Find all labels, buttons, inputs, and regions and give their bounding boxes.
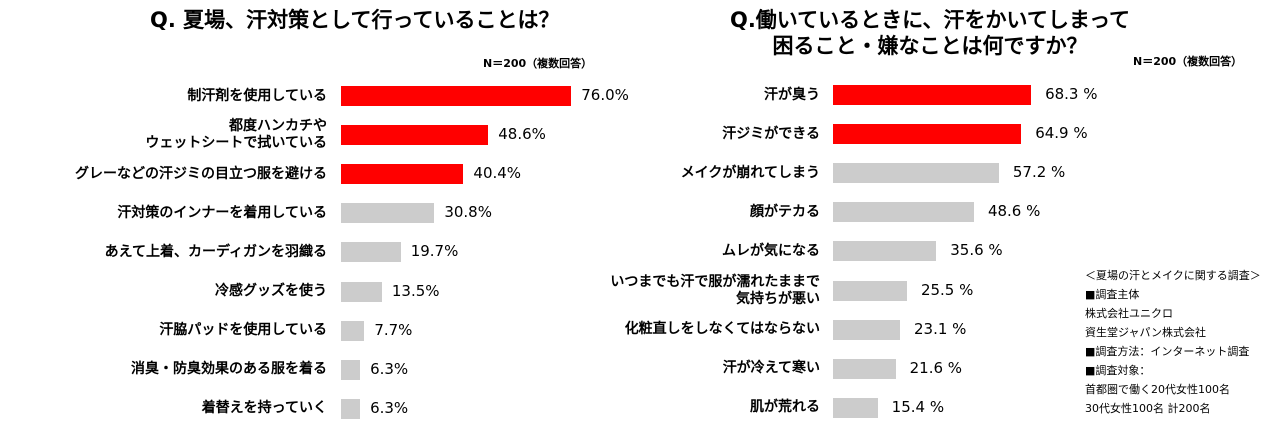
right-category-label: メイクが崩れてしまう <box>681 165 820 182</box>
survey-info-line: 株式会社ユニクロ <box>1085 307 1173 320</box>
left-category-label-line: 着替えを持っていく <box>201 400 327 417</box>
survey-info: ＜夏場の汗とメイクに関する調査＞ ■調査主体株式会社ユニクロ資生堂ジャパン株式会社… <box>1085 266 1261 418</box>
right-bar <box>833 280 907 301</box>
survey-info-line: ■調査対象： <box>1085 364 1151 377</box>
left-sample-note: N＝200（複数回答） <box>483 57 593 70</box>
right-sample-note: N＝200（複数回答） <box>1133 55 1243 68</box>
survey-info-line: ■調査主体 <box>1085 288 1140 301</box>
left-category-label-line: 制汗剤を使用している <box>187 87 327 104</box>
left-value-label: 76.0% <box>581 86 629 104</box>
left-bar <box>341 203 435 224</box>
left-category-label-line: ウェットシートで拭いている <box>145 135 327 152</box>
right-category-label-line: 汗ジミができる <box>722 125 820 142</box>
right-category-label: いつまでも汗で服が濡れたままで 気持ちが悪い <box>610 274 820 308</box>
right-category-label-line: ムレが気になる <box>722 242 820 259</box>
left-value-label: 40.4% <box>473 164 522 183</box>
right-category-label-line: 肌が荒れる <box>750 399 820 416</box>
survey-info-line: 30代女性100名 計200名 <box>1085 402 1211 415</box>
left-category-label: 消臭・防臭効果のある服を着る <box>131 361 327 378</box>
left-value-label: 19.7% <box>410 242 459 261</box>
right-bar <box>833 358 896 379</box>
right-category-label: ムレが気になる <box>722 243 820 260</box>
left-value-label: 48.6% <box>498 125 546 144</box>
right-value-label: 15.4 % <box>891 397 945 416</box>
left-bar <box>341 398 361 419</box>
right-bar <box>833 163 999 184</box>
right-value-label: 21.6 % <box>909 358 963 377</box>
right-bar <box>833 124 1022 145</box>
left-value-label: 6.3% <box>370 398 409 417</box>
right-category-label-line: 汗が臭う <box>764 86 820 103</box>
left-bar <box>341 86 572 106</box>
right-bar <box>833 397 878 418</box>
right-chart-title-line1: Q.働いているときに、汗をかいてしまって <box>729 8 1131 32</box>
right-category-label-line: 顔がテカる <box>750 203 820 220</box>
right-category-label-line: 汗が冷えて寒い <box>722 360 820 377</box>
right-category-label: 肌が荒れる <box>750 399 820 416</box>
left-category-label-line: 汗脇パッドを使用している <box>159 322 327 339</box>
right-bar <box>833 85 1032 105</box>
left-category-label: グレーなどの汗ジミの目立つ服を避ける <box>75 166 327 183</box>
right-category-label-line: 気持ちが悪い <box>736 290 820 307</box>
left-category-label: 制汗剤を使用している <box>187 88 327 105</box>
right-category-label-line: メイクが崩れてしまう <box>680 164 820 181</box>
left-category-label: 都度ハンカチや ウェットシートで拭いている <box>145 118 327 152</box>
left-category-label-line: 冷感グッズを使う <box>215 283 327 299</box>
right-category-label: 化粧直しをしなくてはならない <box>625 321 820 338</box>
left-bar <box>341 320 365 341</box>
right-category-label: 汗が臭う <box>764 87 820 104</box>
right-bar <box>833 319 900 340</box>
left-category-label-line: グレーなどの汗ジミの目立つ服を避ける <box>75 165 327 182</box>
survey-info-line: ■調査方法：インターネット調査 <box>1085 345 1250 358</box>
left-value-label: 6.3% <box>370 359 409 378</box>
right-chart-title: Q.働いているときに、汗をかいてしまって 困ること・嫌なことは何ですか？ <box>700 7 1160 59</box>
right-value-label: 48.6 % <box>987 202 1041 221</box>
left-value-label: 13.5% <box>391 281 440 300</box>
left-bar <box>341 164 464 185</box>
left-bar <box>341 281 382 302</box>
right-value-label: 57.2 % <box>1012 163 1066 182</box>
right-category-label-line: 化粧直しをしなくてはならない <box>624 321 820 338</box>
left-category-label: 着替えを持っていく <box>202 400 327 417</box>
left-value-label: 7.7% <box>374 320 413 339</box>
survey-info-line: 首都圏で働く20代女性100名 <box>1085 383 1230 396</box>
right-bar <box>833 241 937 262</box>
right-value-label: 35.6 % <box>950 241 1003 260</box>
right-chart-title-line2: 困ること・嫌なことは何ですか？ <box>772 34 1088 58</box>
left-chart-title: Q. 夏場、汗対策として行っていることは？ <box>150 8 560 32</box>
left-category-label-line: 都度ハンカチや <box>229 118 327 135</box>
left-category-label: 汗脇パッドを使用している <box>159 322 327 339</box>
right-value-label: 25.5 % <box>920 280 974 299</box>
left-category-label: あえて上着、カーディガンを羽織る <box>105 244 327 261</box>
right-value-label: 23.1 % <box>913 319 967 338</box>
left-bar <box>341 359 361 380</box>
right-value-label: 64.9 % <box>1035 124 1088 143</box>
survey-info-line: 資生堂ジャパン株式会社 <box>1085 326 1206 339</box>
left-category-label: 汗対策のインナーを着用している <box>117 205 327 222</box>
left-bar <box>341 242 401 263</box>
right-category-label: 顔がテカる <box>750 204 820 221</box>
survey-info-line: ＜夏場の汗とメイクに関する調査＞ <box>1085 269 1261 282</box>
right-category-label: 汗が冷えて寒い <box>723 360 820 377</box>
left-category-label-line: 消臭・防臭効果のある服を着る <box>131 361 327 378</box>
left-category-label-line: 汗対策のインナーを着用している <box>117 204 327 221</box>
left-value-label: 30.8% <box>444 203 492 222</box>
right-bar <box>833 202 974 223</box>
right-category-label-line: いつまでも汗で服が濡れたままで <box>610 273 820 290</box>
left-category-label-line: あえて上着、カーディガンを羽織る <box>104 243 327 260</box>
right-category-label: 汗ジミができる <box>722 126 820 143</box>
right-value-label: 68.3 % <box>1045 85 1098 103</box>
left-bar <box>341 125 489 146</box>
left-category-label: 冷感グッズを使う <box>215 283 327 300</box>
